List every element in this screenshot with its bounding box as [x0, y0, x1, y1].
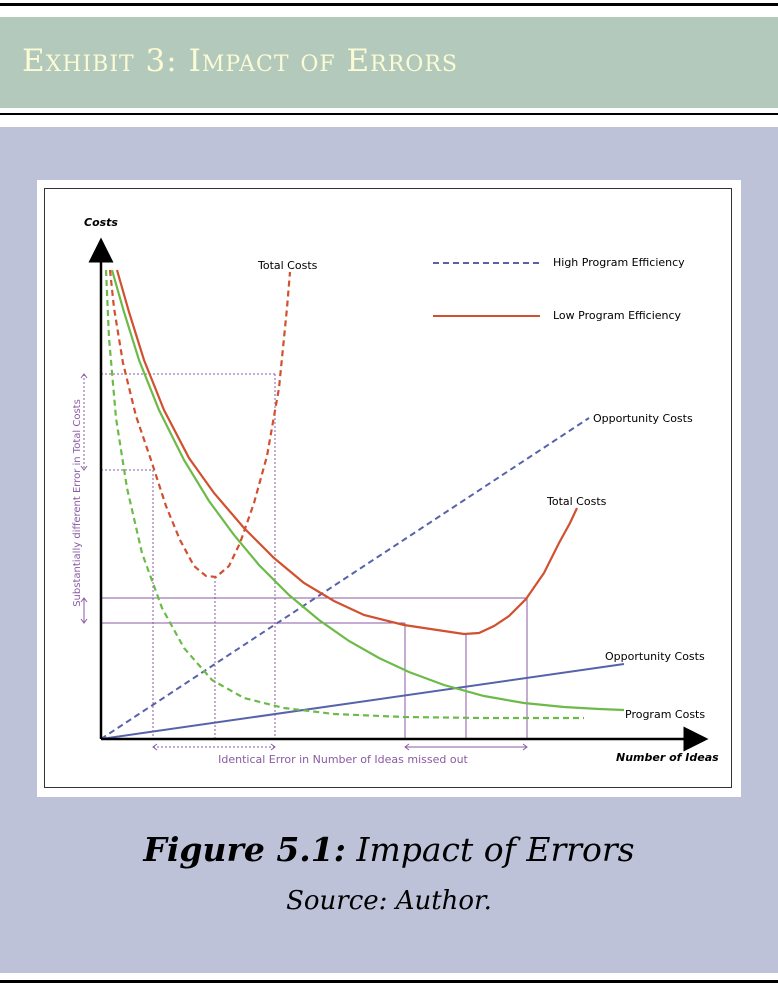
- bracket-arrowhead: [270, 743, 276, 751]
- y-axis-label: Costs: [84, 216, 118, 229]
- bracket-arrowhead: [80, 597, 88, 603]
- figure-caption: Figure 5.1: Impact of Errors: [0, 830, 778, 869]
- text-layer: Costs Number of Ideas High Program Effic…: [72, 216, 719, 766]
- figure-source: Source: Author.: [286, 886, 492, 916]
- top-rule: [0, 3, 778, 6]
- x-axis-label: Number of Ideas: [616, 751, 719, 764]
- bracket-arrowhead: [80, 373, 88, 379]
- total-costs-low-curve: [115, 269, 578, 636]
- legend-label-high-efficiency: High Program Efficiency: [553, 256, 685, 269]
- program-costs-low-curve: [110, 269, 625, 712]
- exhibit-header: Exhibit 3: Impact of Errors: [0, 17, 778, 108]
- figure-title: Impact of Errors: [356, 830, 635, 869]
- program-costs-high-curve: [104, 269, 584, 720]
- figure-number: Figure 5.1:: [143, 830, 346, 869]
- diagram-layer: [80, 237, 709, 752]
- bracket-arrowhead: [522, 743, 528, 751]
- figure-image: [37, 180, 741, 797]
- total-costs-high-label: Total Costs: [257, 259, 318, 272]
- opportunity-costs-low-label: Opportunity Costs: [605, 650, 705, 663]
- horizontal-error-label: Identical Error in Number of Ideas misse…: [218, 753, 468, 766]
- opportunity-costs-low-line: [100, 663, 625, 740]
- header-rule: [0, 113, 778, 115]
- bottom-rule: [0, 980, 778, 983]
- exhibit-title: Exhibit 3: Impact of Errors: [22, 43, 458, 79]
- total-costs-high-curve: [108, 269, 292, 579]
- bracket-arrowhead: [80, 465, 88, 471]
- opportunity-costs-high-label: Opportunity Costs: [593, 412, 693, 425]
- bracket-arrowhead: [152, 743, 158, 751]
- impact-of-errors-diagram: Costs Number of Ideas High Program Effic…: [72, 216, 719, 766]
- total-costs-low-label: Total Costs: [546, 495, 607, 508]
- vertical-error-label: Substantially different Error in Total C…: [72, 399, 83, 607]
- program-costs-label: Program Costs: [625, 708, 705, 721]
- figure-frame: [44, 188, 732, 788]
- bracket-arrowhead: [404, 743, 410, 751]
- opportunity-costs-high-line: [100, 417, 590, 740]
- legend-label-low-efficiency: Low Program Efficiency: [553, 309, 682, 322]
- bracket-arrowhead: [80, 618, 88, 624]
